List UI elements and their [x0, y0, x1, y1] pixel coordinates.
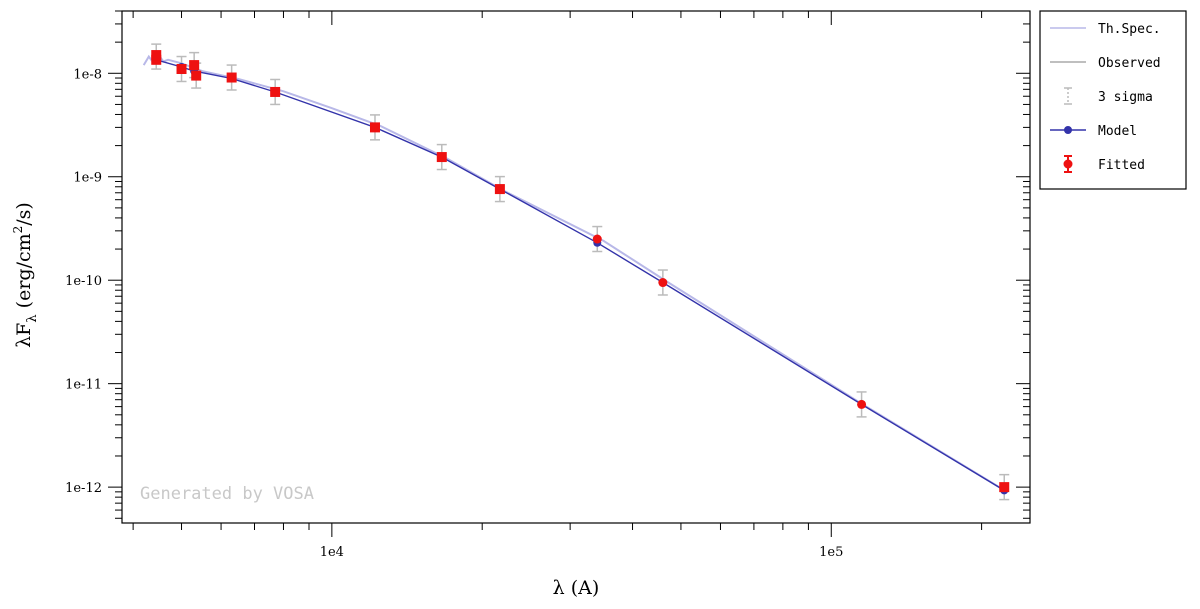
legend-item: 3 sigma [1064, 87, 1153, 105]
x-tick-label: 1e5 [819, 545, 843, 560]
legend-swatch-marker [1064, 126, 1072, 134]
axis-ticks [108, 10, 1030, 537]
y-tick-labels: 1e-8 1e-9 1e-10 1e-11 1e-12 [65, 67, 102, 496]
fitted-point [369, 122, 380, 133]
y-tick-label: 1e-8 [73, 67, 102, 82]
y-tick-label: 1e-11 [65, 378, 102, 393]
fitted-point [436, 152, 447, 163]
watermark: Generated by VOSA [140, 484, 314, 504]
legend-label: Th.Spec. [1098, 22, 1161, 37]
fitted-point [270, 86, 281, 97]
legend-swatch-marker [1063, 159, 1073, 169]
legend-label: Model [1098, 124, 1137, 139]
fitted-point [494, 184, 505, 195]
y-tick-label: 1e-12 [65, 481, 102, 496]
fitted-point [857, 399, 867, 409]
legend-item: Fitted [1063, 155, 1145, 173]
x-axis-title: λ (A) [553, 577, 600, 599]
y-axis-title: λFλ (erg/cm2/s) [11, 202, 40, 348]
fitted-point [226, 72, 237, 83]
legend-label: Observed [1098, 56, 1161, 71]
legend-label: 3 sigma [1098, 90, 1153, 105]
legend-item: Observed [1050, 56, 1161, 71]
legend: Th.Spec. Observed 3 sigma Model Fitted [1039, 10, 1187, 190]
fitted-point [189, 60, 200, 71]
y-tick-label: 1e-10 [65, 274, 102, 289]
legend-box [1039, 10, 1187, 190]
fitted-point [999, 482, 1010, 493]
legend-item: Model [1050, 124, 1137, 139]
fitted-point [191, 70, 202, 81]
legend-item: Th.Spec. [1050, 22, 1161, 37]
plot-frame [121, 10, 1031, 524]
svg-text:λFλ (erg/cm2/s): λFλ (erg/cm2/s) [11, 202, 40, 348]
fitted-point [592, 234, 602, 244]
fitted-point [151, 50, 162, 61]
legend-label: Fitted [1098, 158, 1145, 173]
fitted-point [176, 64, 187, 75]
legend-items: Th.Spec. Observed 3 sigma Model Fitted [1050, 22, 1161, 173]
x-tick-labels: 1e4 1e5 [320, 545, 844, 560]
x-tick-label: 1e4 [320, 545, 344, 560]
series-layer [142, 43, 1010, 501]
fitted-point [658, 278, 668, 288]
y-tick-label: 1e-9 [73, 171, 102, 186]
